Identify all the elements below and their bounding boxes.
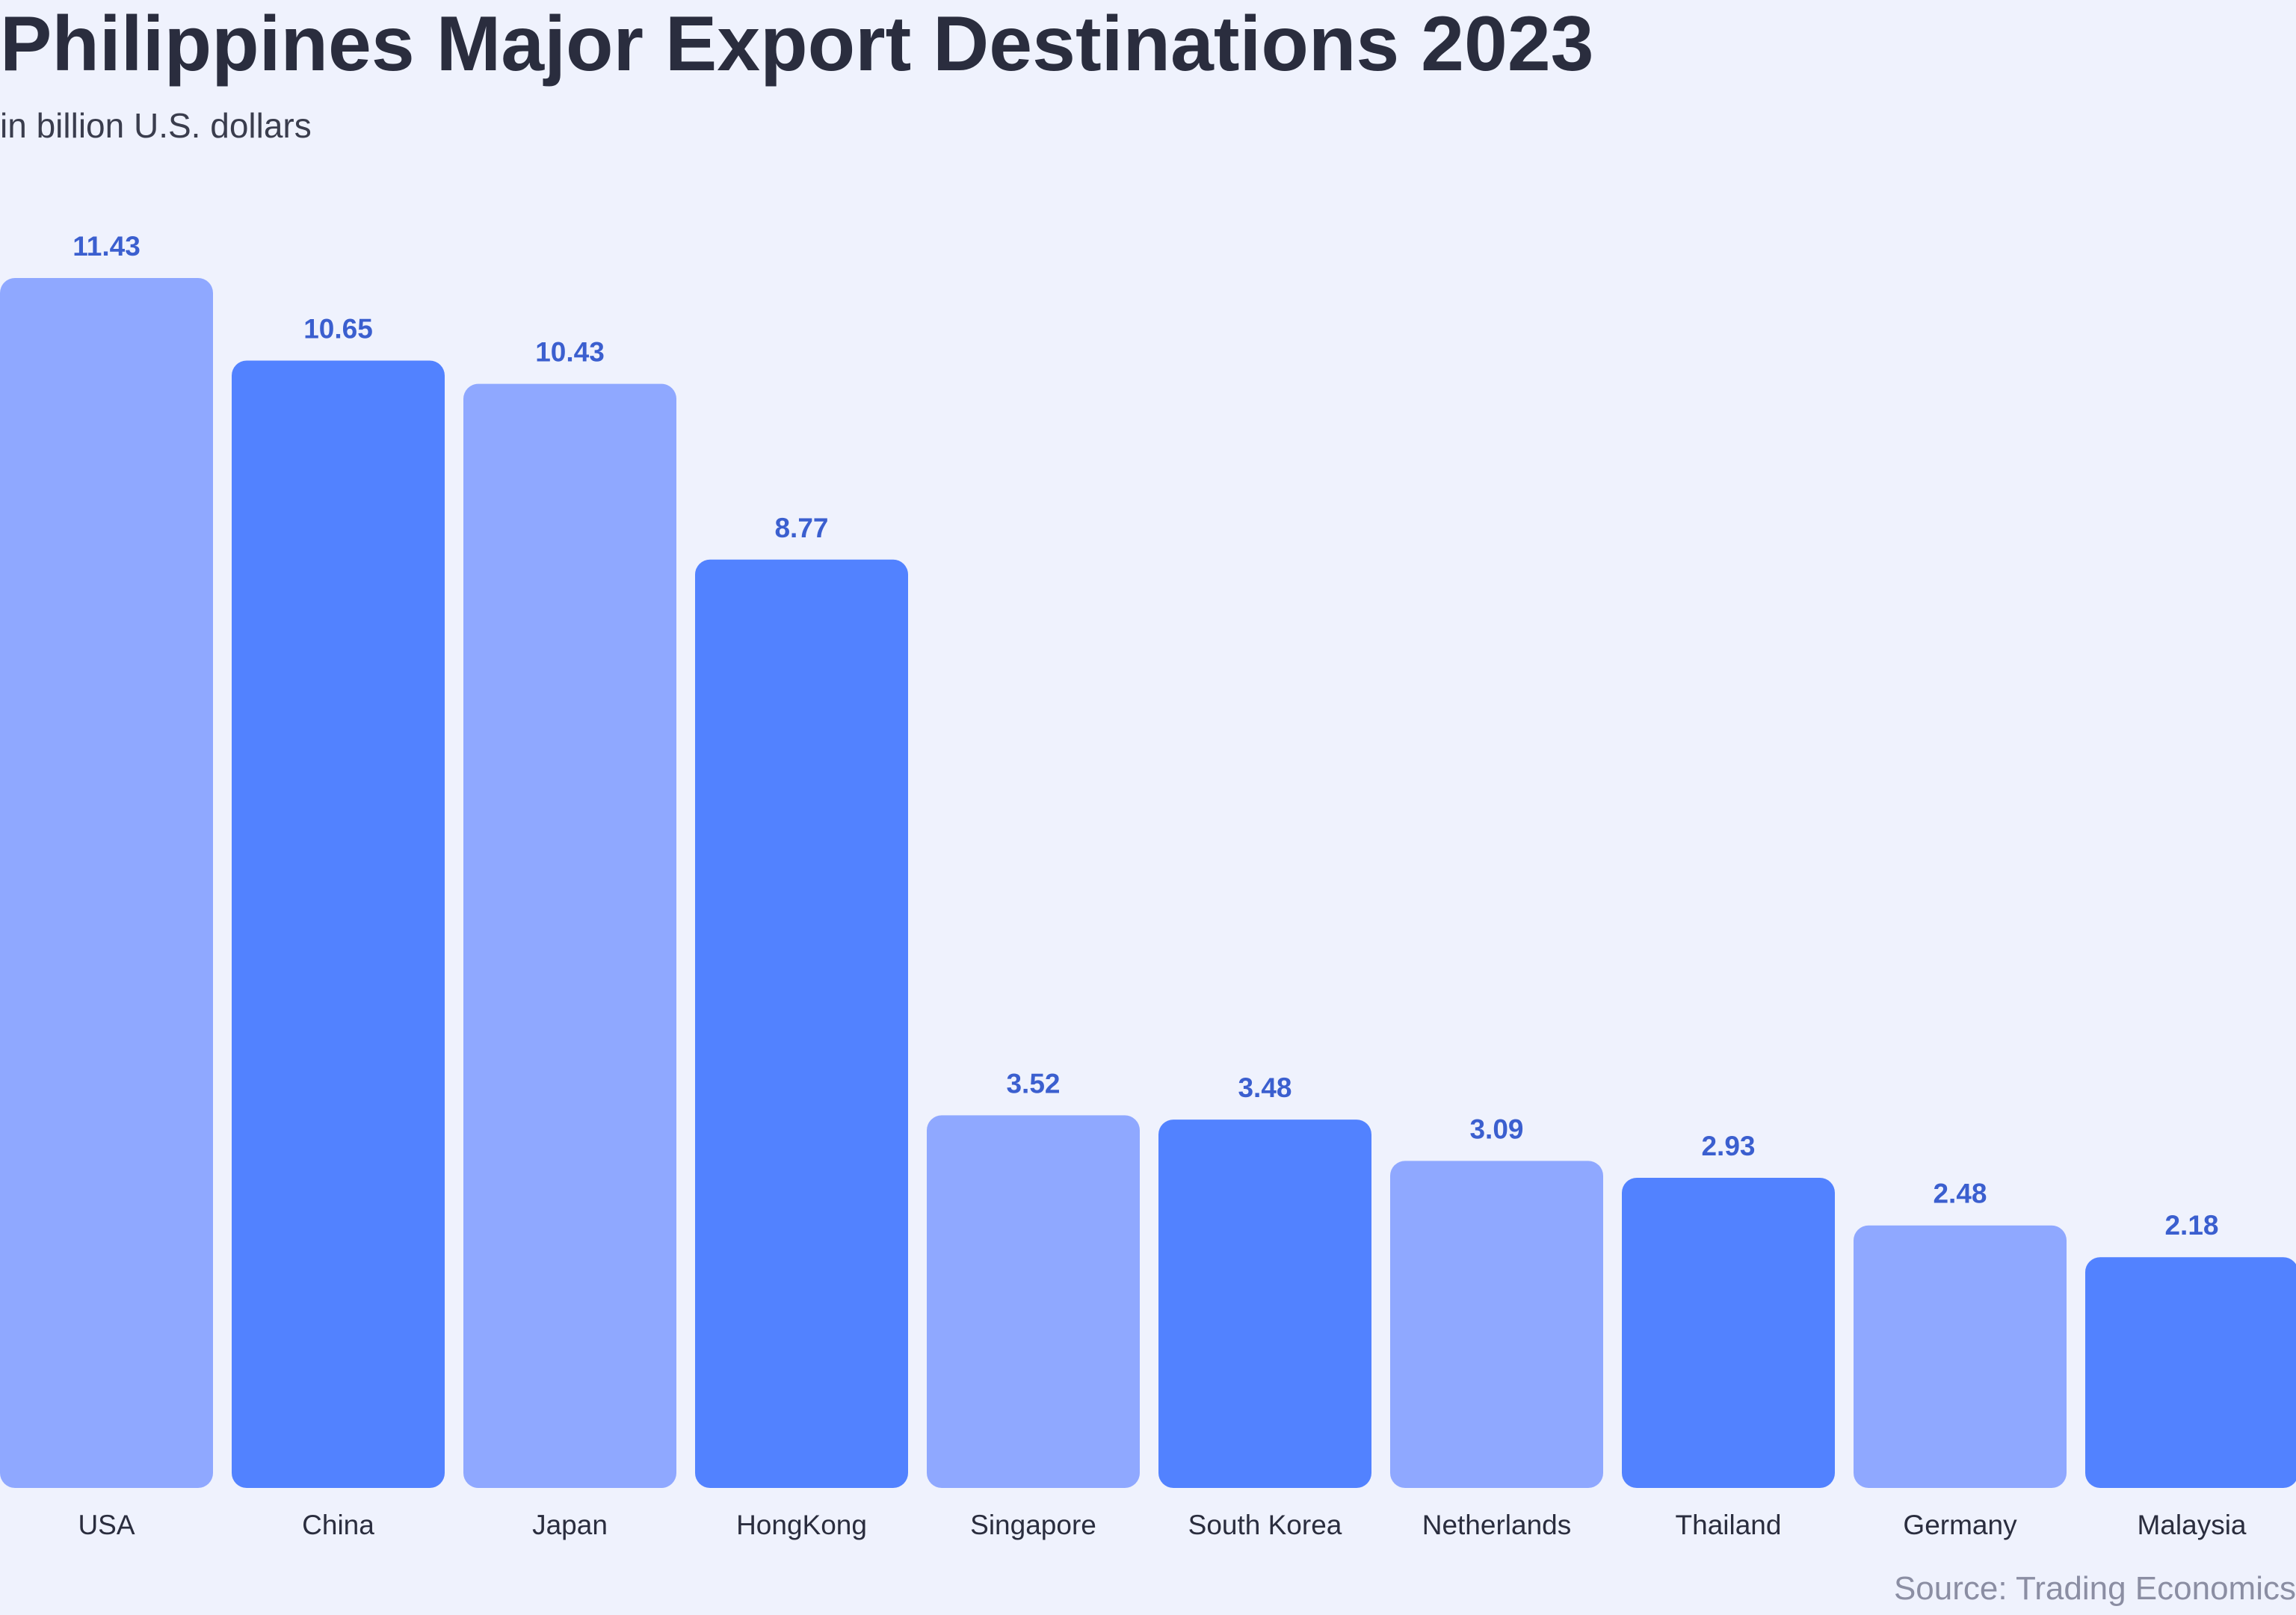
value-label-netherlands: 3.09 [1469,1114,1523,1144]
category-label-netherlands: Netherlands [1422,1510,1572,1540]
bar-hongkong [695,559,908,1488]
bar-malaysia [2085,1257,2296,1488]
category-label-thailand: Thailand [1676,1510,1782,1540]
category-label-singapore: Singapore [970,1510,1096,1540]
value-label-japan: 10.43 [535,337,605,368]
bar-china [232,360,445,1489]
category-label-malaysia: Malaysia [2138,1510,2247,1540]
value-label-hongkong: 8.77 [774,513,828,543]
category-label-usa: USA [78,1510,135,1540]
category-label-japan: Japan [532,1510,608,1540]
category-label-hongkong: HongKong [736,1510,867,1540]
bar-thailand [1622,1177,1835,1488]
bar-south-korea [1158,1120,1371,1488]
bar-japan [463,383,676,1488]
bar-netherlands [1390,1161,1603,1488]
bar-singapore [927,1115,1140,1488]
value-label-thailand: 2.93 [1701,1131,1755,1161]
value-label-germany: 2.48 [1933,1179,1987,1209]
source-note: Source: Trading Economics [1893,1570,2296,1607]
value-label-malaysia: 2.18 [2164,1210,2218,1241]
category-label-germany: Germany [1903,1510,2017,1540]
value-label-usa: 11.43 [72,231,141,262]
bar-usa [0,278,213,1488]
category-label-china: China [302,1510,374,1540]
chart-subtitle: in billion U.S. dollars [0,106,312,145]
chart-title: Philippines Major Export Destinations 20… [0,1,1594,87]
category-label-south-korea: South Korea [1188,1510,1342,1540]
value-label-south-korea: 3.48 [1238,1072,1292,1103]
bar-germany [1854,1225,2067,1488]
value-label-singapore: 3.52 [1006,1068,1060,1099]
value-label-china: 10.65 [303,313,373,344]
